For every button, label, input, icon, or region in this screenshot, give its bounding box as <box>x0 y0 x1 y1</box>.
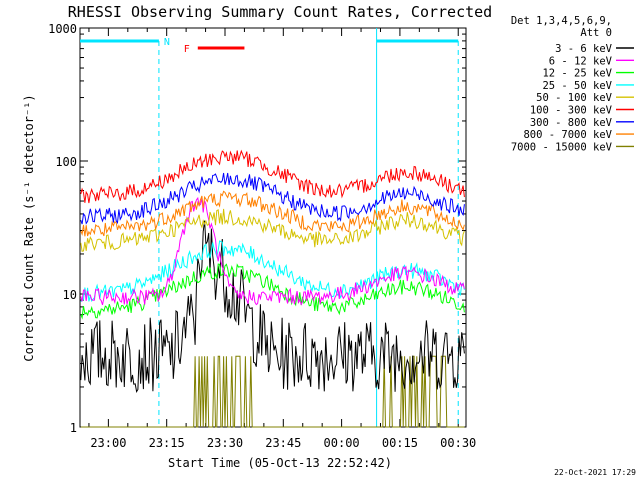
y-tick-label: 10 <box>63 288 77 302</box>
series-line <box>80 190 465 237</box>
legend-label: 3 - 6 keV <box>555 43 613 55</box>
legend-label: 50 - 100 keV <box>536 92 613 104</box>
y-axis-label: Corrected Count Rate (s⁻¹ detector⁻¹) <box>22 94 36 361</box>
chart-title: RHESSI Observing Summary Count Rates, Co… <box>68 3 492 21</box>
x-axis-label: Start Time (05-Oct-13 22:52:42) <box>168 456 392 470</box>
series-layer <box>80 149 465 428</box>
legend-label: 100 - 300 keV <box>530 105 613 117</box>
series-line <box>80 149 465 204</box>
x-tick-label: 00:00 <box>324 436 360 450</box>
series-line <box>80 240 465 303</box>
x-tick-label: 23:00 <box>90 436 126 450</box>
x-axis: 23:00 23:15 23:30 23:45 00:00 00:15 00:30 <box>88 28 476 450</box>
series-line <box>80 196 465 306</box>
night-flag-label: N <box>164 37 170 48</box>
y-axis: 1 10 100 1000 <box>48 22 466 435</box>
x-tick-label: 23:30 <box>207 436 243 450</box>
series-line <box>80 220 465 393</box>
legend-label: 800 - 7000 keV <box>523 129 612 141</box>
y-tick-label: 100 <box>55 155 77 169</box>
legend-label: 12 - 25 keV <box>542 68 612 80</box>
legend-header: Det 1,3,4,5,6,9, <box>511 15 612 27</box>
y-tick-label: 1000 <box>48 22 77 36</box>
legend-header: Att 0 <box>580 27 612 39</box>
y-tick-label: 1 <box>70 421 77 435</box>
x-tick-label: 23:45 <box>265 436 301 450</box>
series-line <box>80 172 465 225</box>
series-line <box>80 355 465 428</box>
timestamp: 22-Oct-2021 17:29 <box>554 468 636 477</box>
legend-label: 6 - 12 keV <box>549 55 613 67</box>
series-line <box>80 208 465 252</box>
legend-label: 7000 - 15000 keV <box>511 141 613 153</box>
x-tick-label: 23:15 <box>149 436 185 450</box>
legend-label: 300 - 800 keV <box>530 117 613 129</box>
legend-label: 25 - 50 keV <box>542 80 612 92</box>
x-tick-label: 00:15 <box>382 436 418 450</box>
x-tick-label: 00:30 <box>440 436 476 450</box>
flare-flag-label: F <box>184 44 190 55</box>
